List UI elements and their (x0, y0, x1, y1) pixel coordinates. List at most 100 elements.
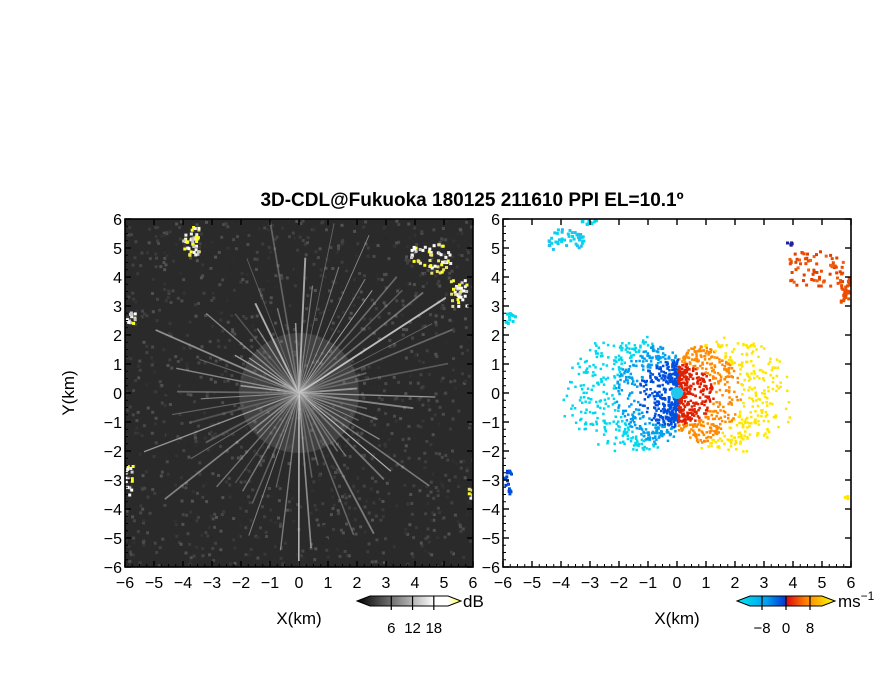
reflectivity-echo-cell (126, 465, 130, 469)
reflectivity-noise-cell (195, 519, 199, 523)
reflectivity-noise-cell (320, 462, 324, 466)
velocity-echo-cell (795, 257, 799, 261)
velocity-echo-cell (671, 378, 674, 381)
reflectivity-echo-cell (456, 298, 460, 302)
reflectivity-noise-cell (420, 230, 424, 234)
reflectivity-noise-cell (384, 322, 388, 326)
velocity-echo-cell (667, 374, 670, 377)
reflectivity-noise-cell (434, 392, 438, 396)
reflectivity-noise-cell (158, 546, 162, 550)
velocity-echo-cell (655, 376, 658, 380)
reflectivity-noise-cell (434, 451, 438, 455)
velocity-echo-cell (627, 428, 630, 432)
velocity-echo-cell (804, 262, 808, 266)
velocity-echo-cell (674, 406, 678, 409)
velocity-echo-cell (784, 407, 788, 411)
reflectivity-streak (298, 266, 340, 394)
reflectivity-noise-cell (285, 276, 289, 280)
velocity-echo-cell (676, 360, 679, 363)
reflectivity-noise-cell (376, 244, 380, 247)
reflectivity-noise-cell (292, 297, 296, 301)
reflectivity-noise-cell (163, 251, 167, 254)
reflectivity-noise-cell (311, 361, 315, 365)
velocity-echo-cell (705, 346, 708, 350)
velocity-x-tick-label: −6 (494, 575, 512, 592)
reflectivity-noise-cell (232, 354, 236, 358)
velocity-echo-cell (682, 402, 685, 406)
reflectivity-noise-cell (254, 534, 258, 538)
reflectivity-noise-cell (432, 228, 436, 232)
velocity-echo-cell (622, 409, 625, 413)
reflectivity-noise-cell (331, 405, 335, 409)
velocity-echo-cell (615, 436, 618, 440)
reflectivity-noise-cell (207, 448, 210, 452)
velocity-echo-cell (632, 448, 635, 451)
velocity-echo-cell (580, 417, 583, 421)
reflectivity-noise-cell (211, 472, 215, 476)
velocity-echo-cell (624, 348, 628, 351)
velocity-echo-cell (774, 414, 778, 418)
reflectivity-noise-cell (414, 291, 418, 295)
velocity-colorbar-tick-label: 8 (806, 620, 814, 637)
reflectivity-noise-cell (311, 422, 315, 426)
reflectivity-noise-cell (351, 527, 355, 531)
reflectivity-echo-cell (459, 295, 463, 299)
reflectivity-echo-cell (189, 250, 193, 254)
reflectivity-ylabel: Y(km) (59, 370, 78, 415)
reflectivity-noise-cell (440, 455, 444, 459)
reflectivity-noise-cell (304, 276, 308, 280)
velocity-echo-cell (701, 431, 705, 435)
velocity-echo-cell (786, 241, 789, 245)
velocity-echo-cell (654, 376, 657, 379)
reflectivity-echo-cell (195, 233, 199, 237)
velocity-echo-cell (671, 417, 675, 420)
velocity-echo-cell (788, 257, 792, 261)
velocity-echo-cell (699, 423, 703, 427)
velocity-echo-cell (687, 349, 690, 352)
reflectivity-noise-cell (313, 558, 317, 562)
reflectivity-noise-cell (191, 417, 194, 421)
velocity-echo-cell (616, 380, 619, 384)
velocity-echo-cell (655, 394, 658, 398)
velocity-echo-cell (715, 401, 718, 404)
reflectivity-noise-cell (353, 507, 357, 510)
velocity-echo-cell (661, 352, 665, 355)
velocity-echo-cell (574, 421, 578, 424)
velocity-echo-cell (698, 421, 701, 424)
reflectivity-echo-cell (192, 226, 196, 229)
reflectivity-noise-cell (252, 449, 256, 453)
velocity-echo-cell (570, 231, 574, 235)
velocity-echo-cell (739, 442, 742, 445)
velocity-echo-cell (727, 413, 730, 417)
velocity-echo-cell (674, 356, 677, 359)
reflectivity-noise-cell (148, 511, 152, 515)
velocity-echo-cell (815, 253, 818, 257)
velocity-echo-cell (599, 406, 602, 410)
reflectivity-noise-cell (239, 455, 243, 459)
reflectivity-noise-cell (426, 527, 430, 531)
velocity-echo-cell (626, 379, 629, 382)
velocity-echo-cell (632, 416, 635, 420)
reflectivity-noise-cell (141, 507, 145, 511)
reflectivity-noise-cell (332, 503, 336, 507)
velocity-echo-cell (641, 379, 644, 382)
velocity-echo-cell (669, 406, 673, 409)
reflectivity-noise-cell (292, 352, 295, 355)
reflectivity-echo-cell (412, 245, 416, 249)
reflectivity-echo-cell (458, 292, 462, 296)
velocity-echo-cell (779, 385, 782, 389)
reflectivity-noise-cell (342, 482, 346, 485)
reflectivity-noise-cell (402, 328, 405, 331)
velocity-echo-cell (506, 469, 509, 473)
velocity-echo-cell (767, 430, 771, 434)
reflectivity-noise-cell (209, 377, 213, 381)
velocity-echo-cell (637, 444, 640, 447)
velocity-echo-cell (750, 344, 753, 347)
reflectivity-noise-cell (419, 425, 423, 429)
reflectivity-noise-cell (429, 490, 433, 494)
velocity-echo-cell (718, 344, 722, 347)
velocity-echo-cell (579, 396, 583, 399)
reflectivity-noise-cell (434, 320, 438, 324)
velocity-echo-cell (765, 413, 769, 416)
velocity-echo-cell (693, 414, 696, 417)
